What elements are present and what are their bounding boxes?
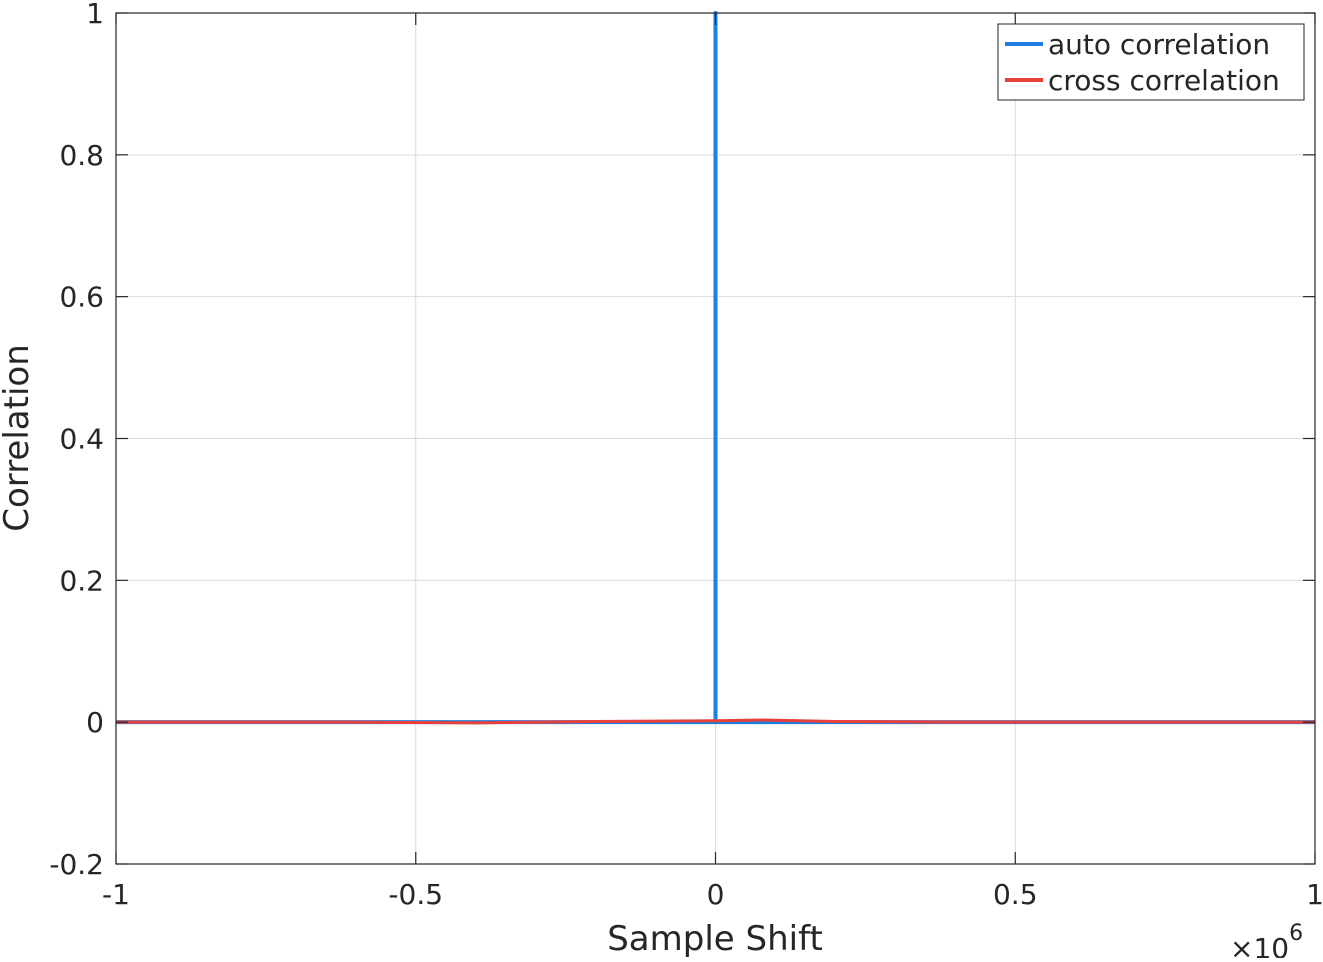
x-axis-label: Sample Shift	[607, 919, 823, 958]
legend-label-auto-correlation: auto correlation	[1048, 28, 1270, 61]
y-tick-label: 0.4	[59, 423, 104, 456]
x-tick-label: -1	[102, 878, 130, 911]
series-line-cross-correlation	[116, 718, 1315, 725]
x-axis-exponent: ×106	[1230, 921, 1303, 962]
y-tick-label: 1	[86, 0, 104, 30]
y-tick-label: 0.2	[59, 564, 104, 597]
legend-box	[997, 23, 1305, 101]
x-tick-label: 1	[1306, 878, 1323, 911]
y-tick-label: 0	[86, 706, 104, 739]
y-tick-label: 0.6	[59, 281, 104, 314]
x-exponent-base: ×10	[1230, 932, 1289, 958]
x-tick-label: 0.5	[993, 878, 1038, 911]
x-tick-label: 0	[707, 878, 725, 911]
x-tick-label: -0.5	[388, 878, 443, 911]
axes-layer: -1 -0.5 0 0.5 1 -0.2 0 0.2 0.4 0.6 0.8 1	[49, 0, 1323, 911]
legend-label-cross-correlation: cross correlation	[1048, 64, 1280, 97]
y-tick-label: 0.8	[59, 139, 104, 172]
x-exponent-power: 6	[1289, 921, 1303, 946]
legend: auto correlation cross correlation	[997, 23, 1305, 101]
svg-text:×106: ×106	[1230, 921, 1303, 958]
y-axis-label: Correlation	[0, 344, 37, 531]
y-tick-label: -0.2	[49, 848, 104, 881]
